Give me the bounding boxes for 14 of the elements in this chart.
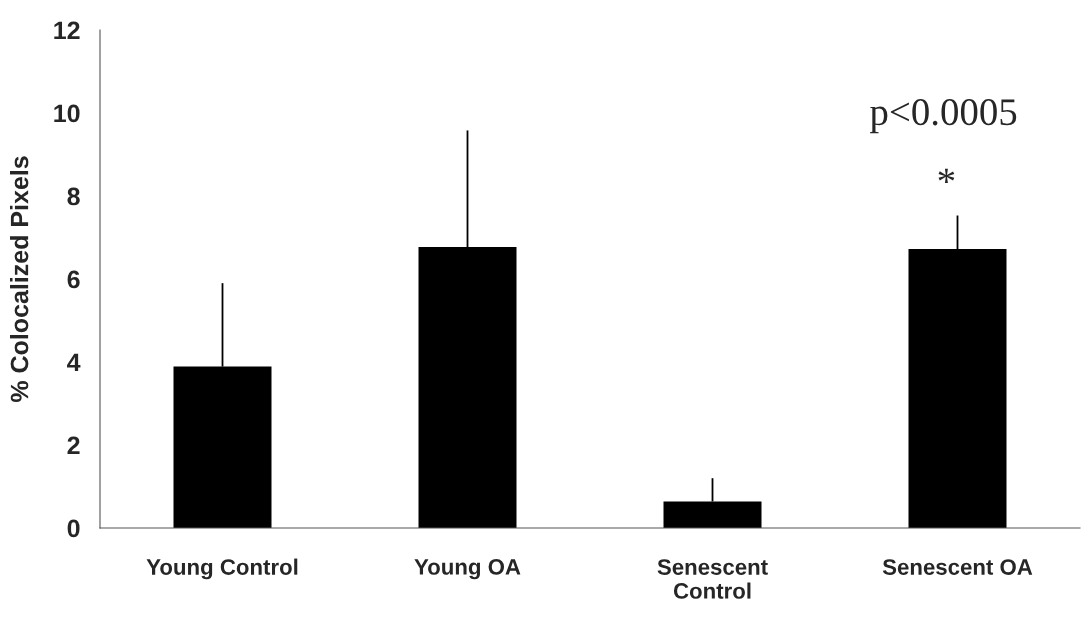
x-tick-label: Young Control <box>146 558 298 580</box>
x-tick-label: Senescent OA <box>882 559 1033 575</box>
y-tick-label: 8 <box>67 187 80 206</box>
y-tick-label: 6 <box>67 270 80 289</box>
annotation: p<0.0005 <box>870 99 1017 134</box>
annotation: * <box>938 168 955 184</box>
x-tick-label: Young OA <box>414 559 521 580</box>
y-axis-title: % Colocalized Pixels <box>10 156 29 403</box>
y-tick-label: 10 <box>54 104 80 123</box>
y-tick-label: 2 <box>67 436 80 455</box>
x-tick-label: Senescent Control <box>657 559 768 599</box>
y-tick-label: 0 <box>67 519 80 538</box>
y-tick-label: 12 <box>54 21 80 40</box>
y-tick-label: 4 <box>67 353 81 372</box>
